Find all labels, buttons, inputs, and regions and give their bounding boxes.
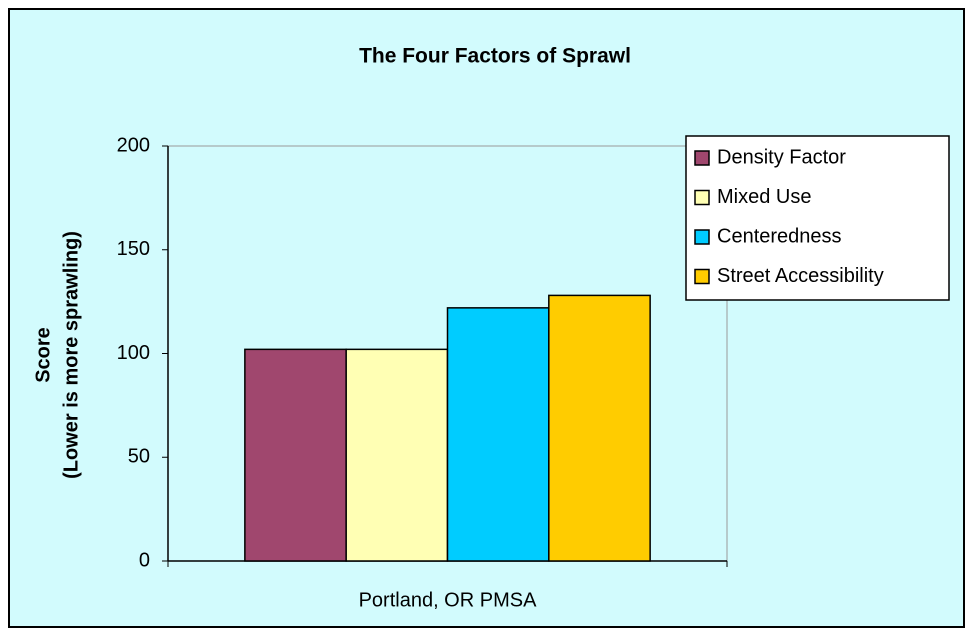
legend-label: Centeredness: [717, 225, 842, 247]
legend: [685, 135, 950, 301]
y-tick-label: 0: [139, 549, 150, 571]
legend-swatch: [694, 229, 710, 245]
bar: [244, 348, 347, 562]
y-tick-label: 100: [117, 342, 150, 364]
y-axis-title-line: (Lower is more sprawling): [60, 231, 82, 479]
y-axis-title: Score (Lower is more sprawling): [32, 231, 82, 479]
legend-swatch: [694, 189, 710, 206]
legend-label: Density Factor: [717, 146, 846, 168]
legend-label: Street Accessibility: [717, 265, 884, 287]
y-tick-label: 150: [117, 238, 150, 260]
chart-title: The Four Factors of Sprawl: [359, 45, 631, 68]
bar: [548, 294, 651, 562]
legend-swatch: [694, 150, 710, 166]
bar: [345, 348, 449, 562]
bar: [446, 307, 550, 562]
y-tick-label: 200: [117, 134, 150, 156]
y-axis-title-line: Score: [32, 327, 54, 383]
x-tick-label: Portland, OR PMSA: [359, 589, 538, 611]
y-tick-label: 50: [128, 446, 150, 468]
legend-label: Mixed Use: [717, 186, 811, 208]
legend-swatch: [694, 268, 710, 285]
